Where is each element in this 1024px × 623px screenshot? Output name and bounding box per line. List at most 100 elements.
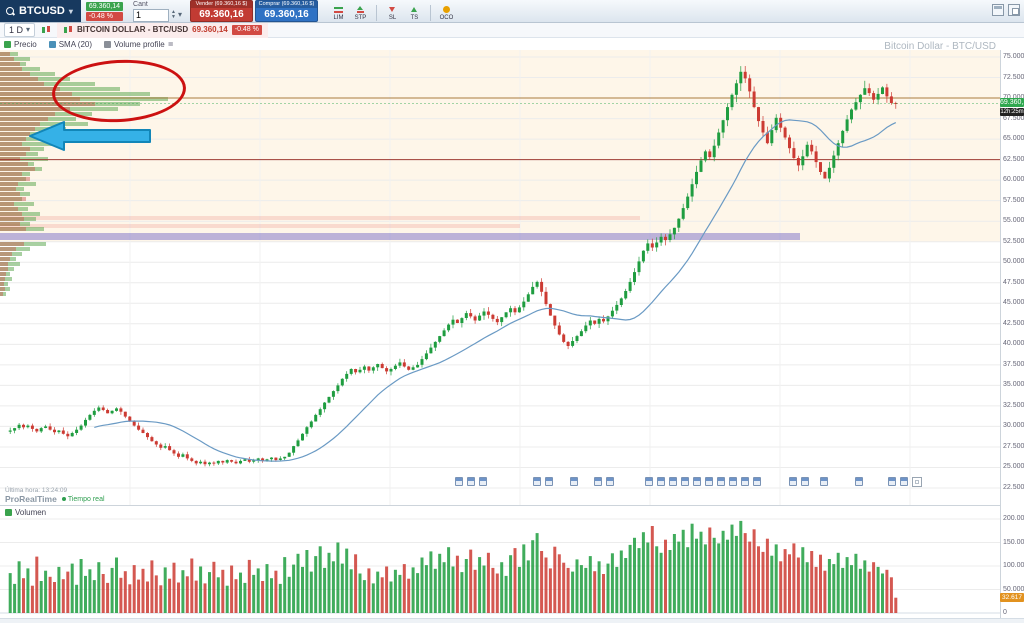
economic-event-icon[interactable] (570, 477, 578, 486)
symbol-label: BTCUSD (19, 5, 65, 17)
symbol-selector[interactable]: BTCUSD ▾ (0, 0, 81, 22)
main-chart-svg[interactable] (0, 50, 1000, 505)
economic-event-icon[interactable] (545, 477, 553, 486)
price-axis-label: 45.000 (1003, 299, 1024, 306)
volume-legend[interactable]: Volumen (5, 508, 46, 517)
price-axis-label: 40.000 (1003, 340, 1024, 347)
chart-watermark: Bitcoin Dollar - BTC/USD (884, 41, 996, 52)
instrument-tab[interactable]: BITCOIN DOLLAR - BTC/USD 69.360,14 -0.48… (57, 21, 268, 38)
oco-icon (442, 6, 451, 14)
economic-event-icon[interactable] (693, 477, 701, 486)
economic-event-icon[interactable] (705, 477, 713, 486)
volume-axis-label: 100.000 (1003, 562, 1024, 569)
price-axis-label: 22.500 (1003, 484, 1024, 491)
price-axis-label: 75.000 (1003, 53, 1024, 60)
price-axis-label: 57.500 (1003, 197, 1024, 204)
economic-event-icon[interactable] (729, 477, 737, 486)
economic-event-icon[interactable] (820, 477, 828, 486)
volume-panel[interactable] (0, 505, 1000, 619)
economic-event-icon[interactable] (645, 477, 653, 486)
oco-order-button[interactable]: OCO (436, 1, 457, 21)
economic-event-icon[interactable] (657, 477, 665, 486)
order-type-buttons: LIM STP SL TS OCO (328, 1, 457, 21)
chart-legend: Precio SMA (20) Volume profile ≣ (4, 38, 174, 50)
economic-event-icon[interactable] (741, 477, 749, 486)
sell-caption: Vender (69.360,16 $) (190, 1, 252, 8)
legend-volume-profile[interactable]: Volume profile ≣ (104, 40, 174, 49)
chevron-down-icon: ▾ (26, 25, 31, 34)
chart-toolbar: 1 D ▾ BITCOIN DOLLAR - BTC/USD 69.360,14… (0, 21, 1024, 38)
realtime-dot-icon (61, 497, 66, 501)
instrument-icon (63, 25, 73, 35)
layout-icon[interactable] (992, 4, 1004, 16)
economic-event-icon[interactable] (606, 477, 614, 486)
instrument-change-badge: -0.48 % (231, 24, 262, 35)
stop-loss-icon (388, 6, 397, 14)
legend-sma[interactable]: SMA (20) (48, 40, 92, 49)
stop-icon (356, 6, 365, 14)
sell-button[interactable]: Vender (69.360,16 $) 69.360,16 (189, 0, 253, 22)
stop-loss-button[interactable]: SL (382, 1, 403, 21)
stop-order-button[interactable]: STP (350, 1, 371, 21)
buy-button[interactable]: Comprar (69.360,16 $) 69.360,16 (254, 0, 318, 22)
price-axis-label: 72.500 (1003, 74, 1024, 81)
quantity-block: Cant ▲▼ ▾ (133, 1, 182, 22)
economic-event-icon[interactable] (855, 477, 863, 486)
instrument-title: BITCOIN DOLLAR - BTC/USD (77, 25, 189, 34)
price-axis-label: 27.500 (1003, 443, 1024, 450)
price-axis-label: 62.500 (1003, 156, 1024, 163)
blue-arrow-annotation (29, 121, 151, 151)
economic-event-icon[interactable] (479, 477, 487, 486)
limit-order-button[interactable]: LIM (328, 1, 349, 21)
chart-type-icon[interactable] (41, 25, 51, 35)
current-volume-badge: 32.617 (1000, 593, 1024, 602)
price-axis-label: 60.000 (1003, 176, 1024, 183)
economic-event-icon[interactable] (594, 477, 602, 486)
platform-brand: ProRealTime (5, 494, 57, 504)
volume-axis-label: 200.000 (1003, 515, 1024, 522)
price-axis-label: 37.500 (1003, 361, 1024, 368)
price-axis-label: 47.500 (1003, 279, 1024, 286)
economic-event-icon[interactable] (717, 477, 725, 486)
price-axis-label: 50.000 (1003, 258, 1024, 265)
chevron-down-icon: ▾ (68, 6, 73, 16)
chart-tool-icon[interactable] (912, 477, 922, 487)
trailing-stop-button[interactable]: TS (404, 1, 425, 21)
economic-event-icon[interactable] (669, 477, 677, 486)
price-axis[interactable]: 75.000 72.500 70.000 67.500 65.000 62.500 60.0… (1000, 50, 1024, 505)
price-axis-label: 42.500 (1003, 320, 1024, 327)
last-price-badge: 69.360,14 (85, 1, 124, 11)
economic-event-icon[interactable] (455, 477, 463, 486)
economic-event-icon[interactable] (801, 477, 809, 486)
economic-event-icon[interactable] (888, 477, 896, 486)
buy-price: 69.360,16 (264, 9, 309, 20)
volume-profile-menu-icon[interactable]: ≣ (167, 41, 174, 48)
quantity-stepper[interactable]: ▲ ▼ (171, 9, 176, 20)
candle-countdown-badge: 12h:25m (1000, 108, 1024, 116)
economic-event-icon[interactable] (681, 477, 689, 486)
price-axis-label: 32.500 (1003, 402, 1024, 409)
quantity-input[interactable] (133, 8, 170, 22)
economic-event-icon[interactable] (900, 477, 908, 486)
quantity-label: Cant (133, 0, 148, 8)
quantity-dropdown-icon[interactable]: ▾ (177, 10, 182, 19)
economic-event-icon[interactable] (533, 477, 541, 486)
economic-event-icon[interactable] (789, 477, 797, 486)
price-series-icon (4, 40, 11, 48)
volume-chart-svg[interactable] (0, 506, 1000, 619)
volume-axis-label: 150.000 (1003, 539, 1024, 546)
timeframe-selector[interactable]: 1 D ▾ (4, 22, 36, 37)
price-axis-label: 25.000 (1003, 463, 1024, 470)
brand-row: ProRealTime Tiempo real (5, 494, 105, 504)
legend-price[interactable]: Precio (4, 40, 37, 49)
popout-icon[interactable] (1008, 4, 1020, 16)
volume-axis-label: 0 (1003, 609, 1007, 616)
economic-event-icon[interactable] (753, 477, 761, 486)
volume-axis-label: 50.000 (1003, 586, 1024, 593)
economic-event-icon[interactable] (467, 477, 475, 486)
buy-caption: Comprar (69.360,16 $) (255, 1, 317, 8)
last-update-time: Última hora: 13:24:09 (5, 487, 68, 494)
search-icon (6, 6, 15, 16)
main-chart[interactable] (0, 50, 1000, 505)
